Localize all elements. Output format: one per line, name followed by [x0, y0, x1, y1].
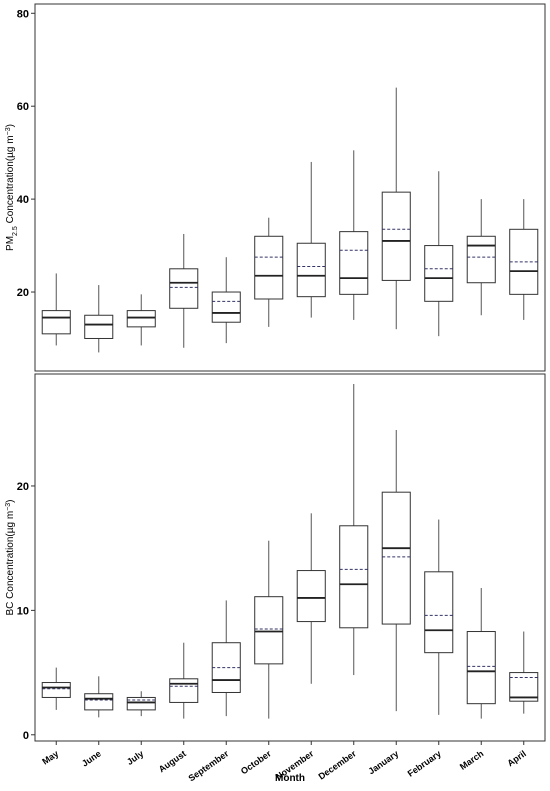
bc-y-tick-label: 0: [23, 730, 29, 742]
bc-y-tick-label: 20: [17, 481, 29, 493]
bc-y-tick-label: 10: [17, 605, 29, 617]
iqr-box: [424, 245, 454, 302]
bc-box-september: [211, 600, 241, 717]
iqr-box: [424, 571, 454, 654]
x-tick-label-september: September: [187, 748, 231, 783]
bc-box-july: [126, 691, 156, 717]
iqr-box: [126, 696, 156, 711]
bc-box-october: [254, 540, 284, 719]
y-title-main: Concentration(µg m: [5, 135, 16, 226]
pm25-box-december: [339, 150, 369, 320]
pm25-box-november: [296, 161, 326, 318]
y-title-subscript: 2.5: [12, 226, 19, 236]
iqr-box: [41, 682, 71, 698]
pm25-box-july: [126, 294, 156, 346]
iqr-box: [296, 242, 326, 298]
y-title-close: ): [5, 124, 16, 127]
bc-y-axis-title: BC Concentration(µg m−3): [5, 499, 17, 615]
pm25-y-tick-label: 80: [17, 8, 29, 20]
bc-plot-frame: [34, 373, 546, 742]
bc-box-february: [424, 519, 454, 715]
y-title-main: Concentration(µg m: [5, 511, 16, 602]
iqr-box: [84, 693, 114, 711]
iqr-box: [211, 642, 241, 693]
iqr-box: [339, 525, 369, 629]
iqr-box: [211, 291, 241, 323]
x-tick-label-october: October: [239, 748, 273, 776]
pm25-box-february: [424, 171, 454, 337]
pm25-box-june: [84, 285, 114, 353]
pm25-y-tick-label: 20: [17, 287, 29, 299]
x-tick-label-august: August: [157, 748, 188, 774]
iqr-box: [381, 191, 411, 281]
x-tick-label-may: May: [40, 748, 60, 766]
bc-box-may: [41, 667, 71, 710]
iqr-box: [126, 310, 156, 328]
pm25-plot-frame: [34, 3, 546, 372]
pm25-panel: 20 40 60 80 PM2.5 Concentration(µg m−3): [5, 3, 546, 372]
x-tick-label-june: June: [80, 748, 103, 768]
pm25-box-march: [466, 199, 496, 316]
y-title-superscript: −3: [5, 503, 12, 511]
iqr-box: [339, 231, 369, 295]
bc-box-august: [169, 642, 199, 719]
iqr-box: [466, 235, 496, 284]
iqr-box: [41, 310, 71, 335]
bc-box-june: [84, 676, 114, 718]
pm25-box-october: [254, 217, 284, 327]
pm25-box-september: [211, 257, 241, 344]
y-title-close: ): [5, 499, 16, 502]
iqr-box: [169, 678, 199, 703]
pm25-box-may: [41, 273, 71, 346]
x-axis-title: Month: [275, 773, 305, 784]
iqr-box: [254, 596, 284, 665]
y-title-prefix: PM: [5, 236, 16, 251]
x-tick-label-april: April: [505, 748, 528, 768]
y-title-superscript: −3: [5, 127, 12, 135]
pm25-y-axis-title: PM2.5 Concentration(µg m−3): [5, 124, 19, 251]
x-tick-label-march: March: [458, 748, 485, 771]
pm25-box-january: [381, 87, 411, 330]
pm25-y-tick-label: 60: [17, 101, 29, 113]
bc-box-november: [296, 513, 326, 684]
x-tick-label-january: January: [366, 748, 400, 776]
bc-box-december: [339, 383, 369, 676]
pm25-box-april: [509, 199, 539, 320]
iqr-box: [509, 228, 539, 295]
pm25-y-tick-label: 40: [17, 194, 29, 206]
bc-box-january: [381, 429, 411, 712]
iqr-box: [84, 314, 114, 339]
y-title-prefix: BC: [5, 602, 16, 616]
iqr-box: [296, 570, 326, 623]
x-tick-label-july: July: [125, 748, 145, 767]
iqr-box: [169, 268, 199, 309]
iqr-box: [509, 672, 539, 702]
bc-box-april: [509, 631, 539, 714]
iqr-box: [381, 491, 411, 625]
bc-box-march: [466, 587, 496, 719]
x-tick-label-february: February: [406, 748, 443, 778]
pm25-box-august: [169, 233, 199, 348]
iqr-box: [254, 235, 284, 300]
iqr-box: [466, 631, 496, 705]
x-tick-label-december: December: [317, 748, 359, 781]
